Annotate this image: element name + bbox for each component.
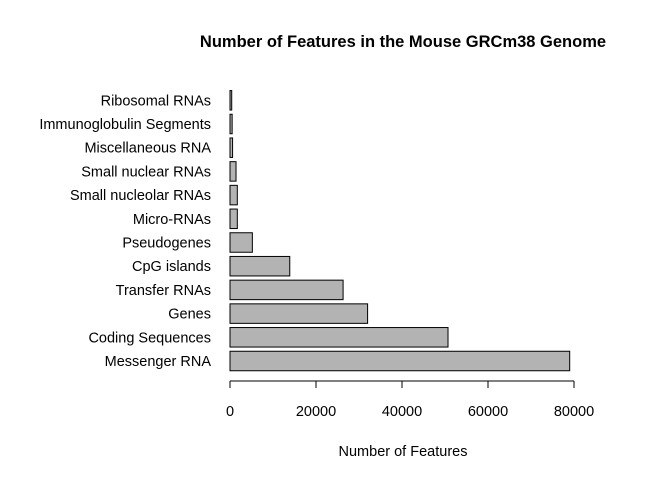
category-label: Small nucleolar RNAs bbox=[70, 188, 211, 204]
x-tick-label: 60000 bbox=[468, 404, 508, 420]
bar bbox=[229, 279, 344, 301]
bar bbox=[229, 161, 237, 182]
bar bbox=[229, 90, 233, 111]
category-label: Micro-RNAs bbox=[133, 212, 211, 228]
category-label: Miscellaneous RNA bbox=[84, 141, 211, 157]
bar bbox=[229, 184, 238, 206]
category-label: Pseudogenes bbox=[122, 236, 211, 252]
x-tick-label: 20000 bbox=[296, 404, 336, 420]
bar bbox=[229, 350, 571, 372]
chart-title: Number of Features in the Mouse GRCm38 G… bbox=[200, 33, 606, 51]
category-label: CpG islands bbox=[132, 259, 211, 275]
bar bbox=[229, 137, 234, 158]
category-label: Genes bbox=[168, 307, 211, 323]
bar bbox=[229, 255, 291, 277]
category-labels: Messenger RNA Coding Sequences Genes Transf… bbox=[39, 93, 211, 370]
x-tick-label: 80000 bbox=[554, 404, 594, 420]
x-axis-label: Number of Features bbox=[339, 444, 468, 460]
x-tick-label: 0 bbox=[226, 404, 234, 420]
category-label: Messenger RNA bbox=[105, 354, 212, 370]
bar bbox=[229, 327, 449, 348]
category-label: Immunoglobulin Segments bbox=[39, 117, 211, 133]
category-label: Transfer RNAs bbox=[116, 283, 211, 299]
bar bbox=[229, 232, 253, 253]
category-label: Small nuclear RNAs bbox=[81, 164, 211, 180]
x-axis: 0 20000 40000 60000 80000 bbox=[226, 380, 594, 420]
category-label: Ribosomal RNAs bbox=[101, 93, 211, 109]
category-label: Coding Sequences bbox=[88, 330, 211, 346]
bar bbox=[229, 208, 238, 230]
bar bbox=[229, 113, 233, 135]
x-tick-label: 40000 bbox=[382, 404, 422, 420]
bars-group bbox=[229, 90, 571, 372]
bar bbox=[229, 303, 369, 324]
